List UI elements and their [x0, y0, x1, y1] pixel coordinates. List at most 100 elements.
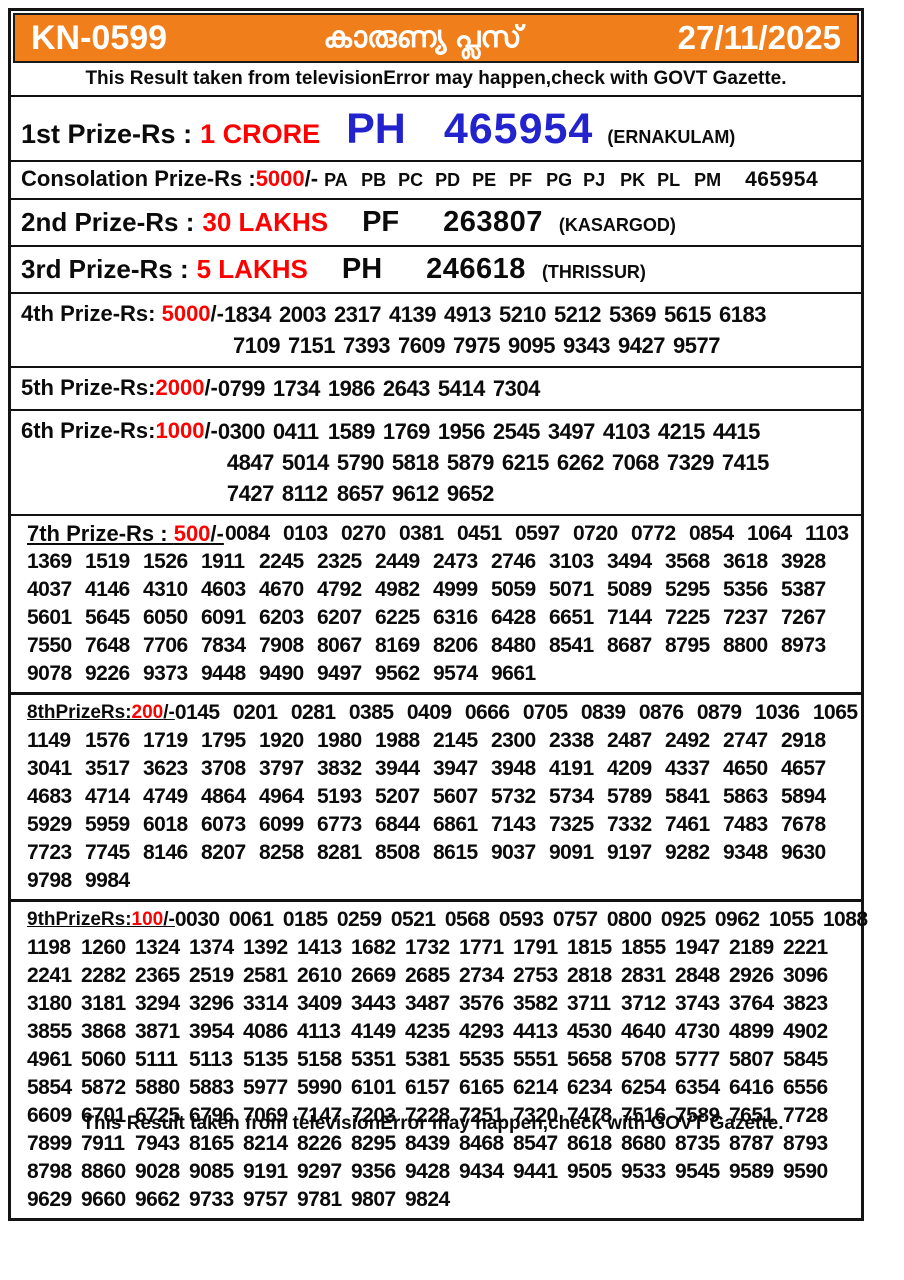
prize-number: PM: [694, 170, 722, 190]
prize-number: 2145: [433, 729, 478, 752]
prize-number: 5551: [513, 1048, 558, 1071]
prize-number: 6609: [27, 1104, 72, 1127]
ninth-prize-numbers: 1198 1260 1324 1374 1392 1413 1682 1732 1771 1791…: [27, 934, 861, 1214]
prize-number: 4235: [405, 1020, 450, 1043]
ninth-prize-section: 9thPrizeRs:100/- 0030 0061 0185 0259 0521 056…: [11, 901, 868, 1218]
prize-number: 5014: [281, 449, 329, 475]
prize-number: 3181: [81, 992, 126, 1015]
third-prize-row: 3rd Prize-Rs : 5 LAKHS PH 246618 (THRISS…: [11, 247, 861, 294]
prize-number: 9441: [513, 1160, 558, 1183]
prize-number: 0409: [406, 701, 452, 724]
prize-number: 0270: [341, 522, 386, 545]
prize-number: 1589: [327, 418, 375, 444]
first-prize-amount: 1 CRORE: [200, 119, 321, 149]
prize-number: 2003: [279, 301, 326, 327]
prize-number: 7461: [665, 813, 710, 836]
prize-number: 9078: [27, 662, 72, 685]
prize-number: 5387: [781, 578, 826, 601]
second-prize-label: 2nd Prize-Rs :: [21, 207, 195, 237]
eighth-prize-row-0: 0145 0201 0281 0385 0409 0666 0705 0839 0876 0879…: [175, 701, 871, 725]
ninth-prize-label: 9thPrizeRs:100/-: [27, 909, 175, 931]
number-row: 6609 6701 6725 6796 7069 7147 7203 7228 7251 7320…: [27, 1102, 861, 1130]
seventh-prize-suffix: /-: [210, 521, 224, 546]
sixth-prize-numbers: 0300 0411 1589 1769 1956 2545 3497 4103 4215 4415…: [218, 416, 855, 509]
number-row: 3180 3181 3294 3296 3314 3409 3443 3487 3576 3582…: [27, 990, 861, 1018]
prize-number: PF: [509, 170, 533, 190]
prize-number: 0030: [174, 908, 220, 931]
prize-number: 7728: [783, 1104, 828, 1127]
prize-number: 7325: [549, 813, 594, 836]
prize-number: 9434: [459, 1160, 504, 1183]
prize-number: 3096: [783, 964, 828, 987]
prize-number: 8169: [375, 634, 420, 657]
third-prize-number: 246618: [426, 253, 526, 285]
prize-number: 4415: [712, 418, 760, 444]
prize-number: 8680: [621, 1132, 666, 1155]
seventh-prize-amount: 500: [173, 521, 211, 546]
prize-number: 3618: [723, 550, 768, 573]
prize-number: 0061: [228, 908, 274, 931]
prize-number: 1065: [812, 701, 858, 724]
prize-number: 9348: [723, 841, 768, 864]
prize-number: 6091: [201, 606, 246, 629]
prize-number: 3944: [375, 757, 420, 780]
prize-number: 4683: [27, 785, 72, 808]
prize-number: 0799: [217, 375, 265, 401]
prize-number: 7415: [721, 449, 769, 475]
fourth-prize-amount: 5000: [161, 301, 211, 326]
number-row: 2241 2282 2365 2519 2581 2610 2669 2685 2734 2753…: [27, 962, 861, 990]
prize-number: 4749: [143, 785, 188, 808]
prize-number: 7237: [723, 606, 768, 629]
prize-number: 1260: [81, 936, 126, 959]
prize-number: 7228: [405, 1104, 450, 1127]
prize-number: 6773: [317, 813, 362, 836]
prize-number: 0281: [290, 701, 336, 724]
prize-number: 5207: [375, 785, 420, 808]
prize-number: 7908: [259, 634, 304, 657]
prize-number: 9095: [508, 332, 555, 358]
first-prize-label: 1st Prize-Rs :: [21, 119, 193, 149]
prize-number: 4964: [259, 785, 304, 808]
ninth-prize-suffix: /-: [163, 909, 175, 930]
eighth-prize-section: 8thPrizeRs:200/- 0145 0201 0281 0385 0409 066…: [11, 694, 861, 901]
prize-number: 4657: [781, 757, 826, 780]
prize-number: 1519: [85, 550, 130, 573]
prize-number: 6234: [567, 1076, 612, 1099]
prize-number: 1374: [189, 936, 234, 959]
prize-number: 2221: [783, 936, 828, 959]
prize-number: 1834: [224, 301, 271, 327]
number-row: 4961 5060 5111 5113 5135 5158 5351 5381 5535 5551…: [27, 1046, 861, 1074]
prize-number: 3041: [27, 757, 72, 780]
number-row: 1834 2003 2317 4139 4913 5210 5212 5369 5615 6183: [224, 299, 855, 330]
prize-number: 7589: [675, 1104, 720, 1127]
prize-number: 3517: [85, 757, 130, 780]
prize-number: 9781: [297, 1188, 342, 1211]
prize-number: 9661: [491, 662, 536, 685]
prize-number: 4037: [27, 578, 72, 601]
prize-number: 1324: [135, 936, 180, 959]
first-prize-row: 1st Prize-Rs : 1 CRORE PH 465954 (ERNAKU…: [11, 97, 861, 162]
prize-number: PA: [324, 170, 348, 190]
prize-number: 7834: [201, 634, 246, 657]
prize-number: 6701: [81, 1104, 126, 1127]
prize-number: 4999: [433, 578, 478, 601]
prize-number: 4293: [459, 1020, 504, 1043]
prize-number: 1719: [143, 729, 188, 752]
prize-number: 8547: [513, 1132, 558, 1155]
prize-number: 5059: [491, 578, 536, 601]
prize-number: 1526: [143, 550, 188, 573]
header-bar: KN-0599 കാരുണ്യ പ്ലസ് 27/11/2025: [13, 13, 859, 63]
consolation-suffix: /-: [304, 166, 319, 191]
prize-number: 0854: [689, 522, 734, 545]
prize-number: 3443: [351, 992, 396, 1015]
prize-number: 9652: [446, 480, 494, 506]
prize-number: 2669: [351, 964, 396, 987]
seventh-prize-row-0: 0084 0103 0270 0381 0451 0597 0720 0772 0854 1064…: [225, 522, 863, 546]
prize-number: 3409: [297, 992, 342, 1015]
prize-number: 5212: [554, 301, 601, 327]
prize-number: 5959: [85, 813, 130, 836]
prize-number: 4530: [567, 1020, 612, 1043]
prize-number: 5381: [405, 1048, 450, 1071]
prize-number: 8735: [675, 1132, 720, 1155]
prize-number: 0568: [444, 908, 490, 931]
